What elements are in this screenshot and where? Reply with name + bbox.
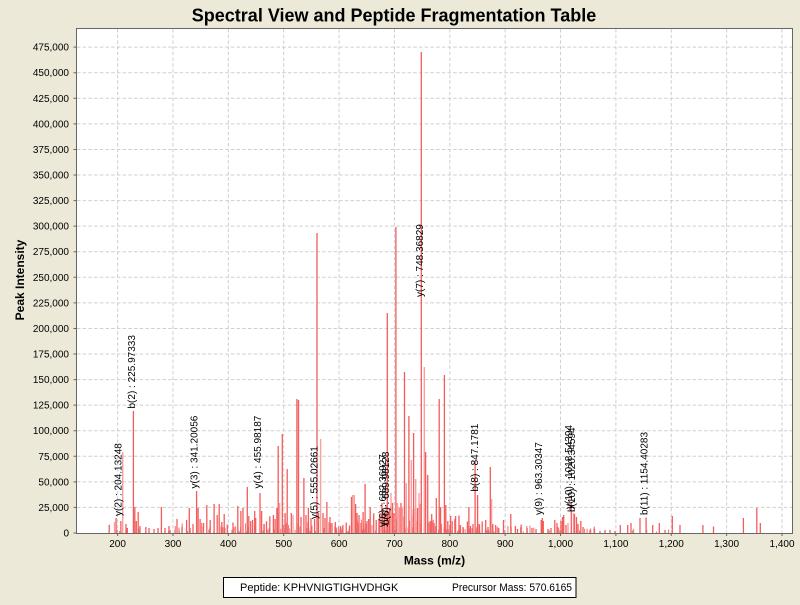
svg-text:375,000: 375,000 — [33, 145, 70, 156]
svg-text:175,000: 175,000 — [33, 350, 70, 361]
svg-text:y(7) : 748.36829: y(7) : 748.36829 — [415, 224, 426, 297]
svg-text:y(6) : 682.36927: y(6) : 682.36927 — [378, 454, 389, 527]
svg-text:1,400: 1,400 — [769, 539, 794, 550]
svg-text:475,000: 475,000 — [33, 43, 70, 54]
svg-text:y(10) : 1018.54394: y(10) : 1018.54394 — [564, 425, 575, 509]
svg-text:1,200: 1,200 — [659, 539, 684, 550]
svg-text:Precursor Mass: 570.6165: Precursor Mass: 570.6165 — [452, 582, 572, 594]
svg-text:450,000: 450,000 — [33, 68, 70, 79]
svg-text:225,000: 225,000 — [33, 298, 70, 309]
svg-text:200: 200 — [109, 539, 126, 550]
svg-text:75,000: 75,000 — [38, 452, 69, 463]
svg-text:y(2) : 204.13248: y(2) : 204.13248 — [113, 443, 124, 516]
svg-text:425,000: 425,000 — [33, 94, 70, 105]
svg-text:400,000: 400,000 — [33, 119, 70, 130]
svg-text:325,000: 325,000 — [33, 196, 70, 207]
svg-text:b(10) : 1020.34594: b(10) : 1020.34594 — [567, 427, 578, 512]
svg-text:300: 300 — [165, 539, 182, 550]
svg-text:y(5) : 555.02661: y(5) : 555.02661 — [310, 446, 321, 519]
svg-text:150,000: 150,000 — [33, 375, 70, 386]
svg-text:Peptide: KPHVNIGTIGHVDHGK: Peptide: KPHVNIGTIGHVDHGK — [240, 582, 399, 594]
svg-text:200,000: 200,000 — [33, 324, 70, 335]
svg-text:100,000: 100,000 — [33, 426, 70, 437]
svg-text:Spectral View and Peptide Frag: Spectral View and Peptide Fragmentation … — [192, 6, 596, 26]
svg-text:y(4) : 455.98187: y(4) : 455.98187 — [253, 415, 264, 488]
svg-text:700: 700 — [386, 539, 403, 550]
svg-text:b(6) : 689.98128: b(6) : 689.98128 — [381, 451, 392, 525]
svg-text:b(11) : 1154.40283: b(11) : 1154.40283 — [640, 432, 651, 515]
svg-text:y(3) : 341.20056: y(3) : 341.20056 — [190, 415, 201, 488]
svg-text:800: 800 — [441, 539, 458, 550]
svg-text:500: 500 — [275, 539, 292, 550]
svg-text:0: 0 — [63, 529, 69, 540]
svg-text:600: 600 — [331, 539, 348, 550]
svg-text:Peak Intensity: Peak Intensity — [13, 239, 27, 320]
svg-text:Mass (m/z): Mass (m/z) — [404, 554, 465, 568]
svg-text:50,000: 50,000 — [38, 477, 69, 488]
svg-text:1,100: 1,100 — [603, 539, 628, 550]
svg-text:350,000: 350,000 — [33, 171, 70, 182]
svg-text:b(2) : 225.97333: b(2) : 225.97333 — [127, 335, 138, 409]
svg-text:25,000: 25,000 — [38, 503, 69, 514]
svg-text:y(9) : 963.30347: y(9) : 963.30347 — [534, 442, 545, 515]
svg-text:250,000: 250,000 — [33, 273, 70, 284]
svg-text:1,300: 1,300 — [714, 539, 739, 550]
svg-text:125,000: 125,000 — [33, 401, 70, 412]
svg-text:300,000: 300,000 — [33, 222, 70, 233]
svg-text:b(8) : 847.1781: b(8) : 847.1781 — [470, 423, 481, 491]
svg-text:1,000: 1,000 — [548, 539, 573, 550]
svg-text:900: 900 — [497, 539, 514, 550]
svg-text:400: 400 — [220, 539, 237, 550]
svg-text:275,000: 275,000 — [33, 247, 70, 258]
